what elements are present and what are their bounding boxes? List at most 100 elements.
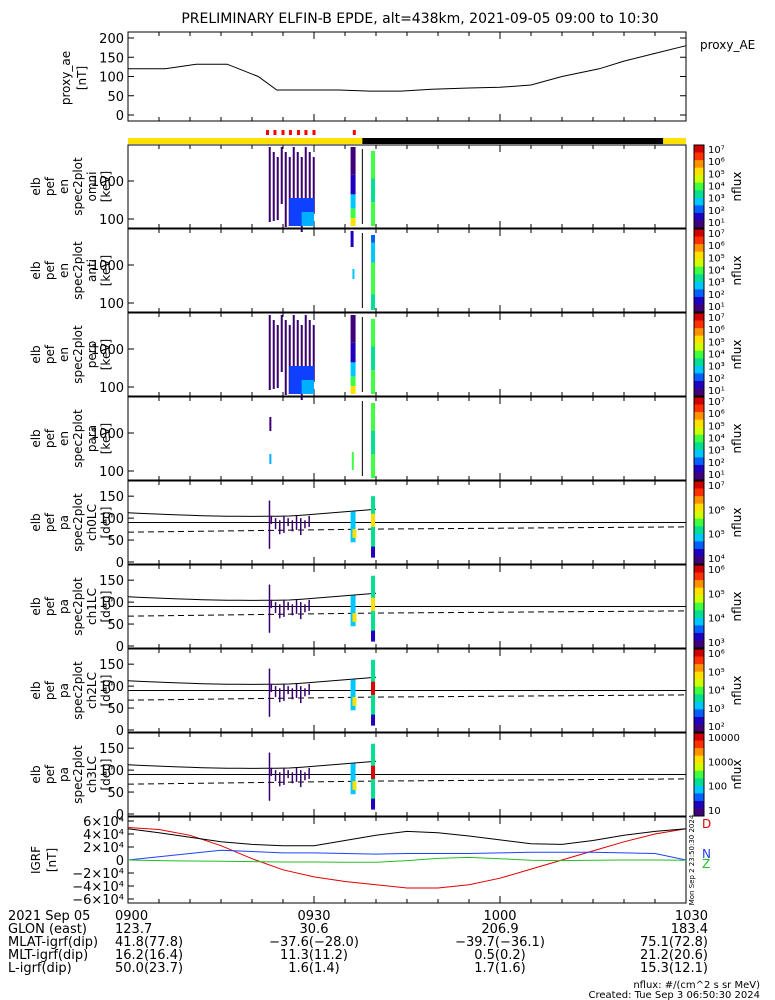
perp-panel-spectrogram-streak xyxy=(292,315,295,378)
ch3lc-panel-ytick-label: 0 xyxy=(116,808,124,823)
para-panel-spectrogram-streak xyxy=(269,417,272,431)
ch3lc-panel-pitch-data xyxy=(268,743,376,810)
ch1lc-panel-colorbar-band xyxy=(694,580,704,589)
units-note: nflux: #/(cm^2 s sr MeV) xyxy=(633,980,760,991)
omni-panel-spectrogram-column xyxy=(350,208,356,219)
ch3lc-panel-pitch-streak xyxy=(274,770,277,782)
ch2lc-panel-ylabel: spec2plot xyxy=(71,661,85,720)
ch3lc-panel-colorbar-band xyxy=(694,748,704,757)
science-zone-marker xyxy=(288,130,292,135)
perp-panel-spectrogram-streak xyxy=(304,315,307,384)
para-panel-colorbar-band xyxy=(694,457,704,466)
para-panel-colorbar-band xyxy=(694,472,704,481)
omni-panel-spectrogram-streak xyxy=(272,152,275,221)
ch2lc-panel-anti-loss-cone-line xyxy=(127,694,687,701)
igrf-ytick-label: 0 xyxy=(116,854,124,869)
ephemeris-row-label: GLON (east) xyxy=(8,922,87,937)
omni-panel-spectrogram-streak xyxy=(304,147,307,216)
anti-panel-colorbar-tick: 10⁷ xyxy=(708,229,725,240)
perp-panel-ylabel: perp xyxy=(85,341,99,369)
science-zone-marker xyxy=(273,130,277,135)
ch0lc-panel-colorbar-band xyxy=(694,481,704,490)
omni-panel-frame xyxy=(127,144,687,229)
ch2lc-panel-colorbar-tick: 10³ xyxy=(708,704,725,715)
ch0lc-panel-pitch-streak xyxy=(270,515,273,524)
ch2lc-panel-pitch-data xyxy=(268,659,376,726)
ch3lc-panel-anti-loss-cone-line xyxy=(127,778,687,785)
ae-ylabel: proxy_ae xyxy=(59,51,73,105)
igrf-series-n xyxy=(127,849,687,861)
perp-panel-ylabel: en xyxy=(57,347,71,362)
ephemeris-value: 41.8(77.8) xyxy=(115,935,183,950)
ch2lc-panel-pitch-column xyxy=(371,714,376,726)
ch2lc-panel-loss-cone-line xyxy=(127,676,377,685)
ch1lc-panel-pitch-streak xyxy=(295,599,298,614)
ch0lc-panel-colorbar-tick: 10⁷ xyxy=(708,481,725,492)
ephemeris-value: 11.3(11.2) xyxy=(280,948,348,963)
ch1lc-panel-colorbar-band xyxy=(694,617,704,626)
ch2lc-panel-ylabel: elb xyxy=(29,681,43,699)
perp-panel-spectrogram-patch xyxy=(301,380,314,394)
ch3lc-panel-colorbar-band xyxy=(694,763,704,772)
omni-panel-colorbar-tick: 10³ xyxy=(708,194,725,205)
omni-panel-ylabel: pef xyxy=(43,176,57,196)
ch1lc-panel-colorbar-band xyxy=(694,572,704,581)
omni-panel-colorbar-band xyxy=(694,167,704,176)
perp-panel-colorbar-frame xyxy=(693,312,705,397)
anti-panel-colorbar-band xyxy=(694,251,704,260)
ch2lc-panel-ylabel: pef xyxy=(43,680,57,700)
anti-panel-ylabel: spec2plot xyxy=(71,241,85,300)
para-panel-ylabel: en xyxy=(57,431,71,446)
ephemeris-value: 30.6 xyxy=(300,922,329,937)
science-zone-marker xyxy=(352,130,356,135)
para-panel-colorbar-tick: 10² xyxy=(708,458,725,469)
ch3lc-panel-ytick-label: 50 xyxy=(107,786,124,801)
ephemeris-value: 15.3(12.1) xyxy=(640,961,708,976)
ch0lc-panel-pitch-streak xyxy=(283,515,285,533)
ch0lc-panel-pitch-streak xyxy=(304,520,306,529)
perp-panel-spectrogram-column xyxy=(350,376,356,387)
perp-panel-ylabel: pef xyxy=(43,344,57,364)
perp-panel-spectrogram-column xyxy=(350,362,356,377)
ch0lc-panel-ylabel: pa xyxy=(57,515,71,530)
omni-panel-ylabel: elb xyxy=(29,177,43,195)
ch0lc-panel-colorbar-tick: 10⁵ xyxy=(708,530,725,541)
omni-panel-colorbar-band xyxy=(694,145,704,154)
ch2lc-panel-colorbar-band xyxy=(694,694,704,703)
ch3lc-panel-pitch-streak xyxy=(287,770,289,779)
ch0lc-panel-ytick-label: 0 xyxy=(116,556,124,571)
omni-panel-spectrogram-streak xyxy=(276,157,279,220)
ch3lc-panel-pitch-streak xyxy=(283,767,285,785)
perp-panel-ytick-label: 100 xyxy=(99,381,124,396)
ch1lc-panel-ylabel: [deg] xyxy=(99,591,113,623)
ch1lc-panel-ylabel: elb xyxy=(29,597,43,615)
ch2lc-panel-colorbar xyxy=(693,648,705,733)
anti-panel-ylabel: [keV] xyxy=(99,255,113,286)
ch1lc-panel-loss-cone-line xyxy=(127,592,377,601)
perp-panel-colorbar-band xyxy=(694,350,704,359)
ch0lc-panel-colorbar-band xyxy=(694,503,704,512)
ephemeris-value: 0930 xyxy=(297,909,330,924)
ch0lc-panel-pitch-streak xyxy=(308,515,310,527)
ephemeris-value: 0.5(0.2) xyxy=(474,948,526,963)
para-panel-frame xyxy=(127,396,687,481)
omni-panel-colorbar-tick: 10² xyxy=(708,206,725,217)
ch3lc-panel-colorbar-tick: 1000 xyxy=(708,757,733,768)
anti-panel-spectrogram-column xyxy=(371,242,376,263)
perp-panel-colorbar-band xyxy=(694,373,704,382)
ch3lc-panel-pitch-streak xyxy=(268,752,271,801)
ch1lc-panel-pitch-data xyxy=(268,575,376,642)
perp-panel-spectrogram-column xyxy=(371,370,376,394)
ch3lc-panel-colorbar-band xyxy=(694,740,704,749)
ch1lc-panel-colorbar-tick: 10⁵ xyxy=(708,589,725,600)
para-panel-ylabel: [keV] xyxy=(99,423,113,454)
ch0lc-panel-colorbar-band xyxy=(694,526,704,535)
para-panel-spectrogram-streak xyxy=(269,454,272,464)
para-panel-colorbar-tick: 10⁷ xyxy=(708,397,725,408)
anti-panel-colorbar-tick: 10⁶ xyxy=(708,241,725,252)
ch3lc-panel-ytick-label: 100 xyxy=(99,764,124,779)
ch0lc-panel-colorbar-tick: 10⁴ xyxy=(708,554,725,565)
ch2lc-panel-colorbar-band xyxy=(694,664,704,673)
ch0lc-panel-pitch-streak xyxy=(295,515,298,530)
